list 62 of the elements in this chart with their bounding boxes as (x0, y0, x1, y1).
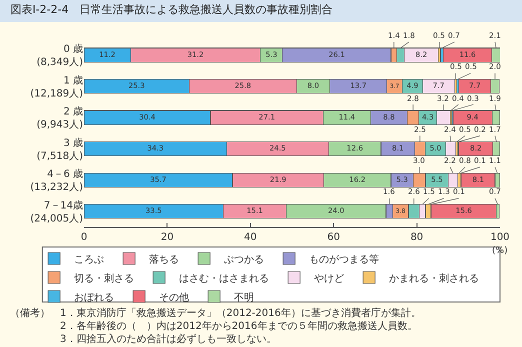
legend-label: ころぶ (74, 254, 104, 266)
data-label: 8.2 (416, 50, 428, 59)
data-label: 9.4 (466, 112, 479, 122)
data-label: 8.1 (392, 144, 404, 153)
text: （備考） 1．東京消防庁「救急搬送データ」（2012-2016年）に基づき消費者庁が集計。 (10, 307, 421, 319)
data-label: 11.4 (338, 112, 356, 122)
legend-label: ぶつかる (224, 254, 264, 266)
data-label: 5.5 (431, 174, 444, 184)
chart-title: 図表Ⅰ-2-2-4 日常生活事故による救急搬送人員数の事故種別割合 (10, 2, 333, 16)
data-label: 31.2 (187, 50, 204, 59)
data-label: 5.3 (266, 50, 278, 59)
data-label: 25.3 (128, 81, 146, 90)
y-tick-label: 4－6 歳 (13,232人) (30, 168, 84, 194)
data-label: 8.0 (307, 81, 320, 90)
data-label: 15.1 (246, 206, 263, 216)
data-label: 8.2 (470, 144, 482, 153)
data-label: 35.7 (150, 174, 167, 184)
data-label: 27.1 (258, 112, 275, 122)
y-tick-label: 7－14歳 (24,005人) (30, 199, 84, 224)
x-tick-label: 20 (160, 232, 174, 243)
data-label: 5.0 (430, 144, 442, 153)
y-tick-label: 1 歳 (12,189人) (30, 74, 84, 100)
y-tick-label: 3 歳 (7,518人) (36, 136, 84, 162)
data-label: 13.7 (350, 81, 367, 90)
data-label: 7.7 (432, 81, 445, 90)
data-label: 8.1 (472, 174, 484, 184)
legend-label: 不明 (234, 292, 254, 304)
data-label: 26.1 (328, 50, 345, 59)
data-label: 11.2 (99, 50, 116, 59)
data-label: 21.9 (270, 174, 287, 184)
data-label: 16.2 (349, 174, 366, 184)
data-label: 24.5 (269, 144, 286, 153)
data-label: 25.8 (234, 81, 252, 90)
data-label: 15.6 (456, 206, 472, 216)
data-label: 24.0 (328, 206, 345, 216)
data-label: 4.3 (422, 112, 434, 122)
legend-label: 落ちる (149, 253, 180, 266)
x-tick-label: 40 (244, 232, 257, 243)
data-label: 11.6 (459, 50, 476, 59)
data-label: 30.4 (139, 112, 156, 122)
data-label: 12.6 (346, 144, 364, 153)
text: 3．四捨五入のため合計は必ずしも一致しない。 (10, 333, 276, 345)
data-label: 8.8 (383, 112, 396, 122)
legend-label: かまれる・刺される (389, 272, 480, 284)
legend-label: はさむ・はさまれる (179, 273, 270, 284)
data-label: 33.5 (146, 206, 162, 216)
x-tick-label: 0 (80, 232, 88, 243)
legend-label: ものがつまる等 (309, 253, 380, 266)
legend-label: おぼれる (74, 292, 114, 304)
x-tick-label: 100 (490, 232, 510, 243)
x-tick-label: 60 (327, 232, 340, 243)
legend-label: やけど (314, 273, 344, 284)
text: 2．各年齢後の（ ）内は2012年から2016年までの５年間の救急搬送人員数。 (10, 320, 418, 332)
data-label: 5.3 (396, 174, 408, 184)
legend-label: 切る・刺さる (74, 272, 134, 284)
y-tick-label: 0 歳 (8,349人) (36, 43, 84, 68)
y-tick-label: 2 歳 (9,943人) (36, 106, 84, 131)
data-label: 7.7 (469, 81, 481, 90)
x-tick-label: 80 (410, 232, 424, 243)
data-label: 4.9 (406, 81, 419, 90)
legend-label: その他 (159, 291, 190, 304)
data-label: 34.3 (147, 144, 164, 153)
